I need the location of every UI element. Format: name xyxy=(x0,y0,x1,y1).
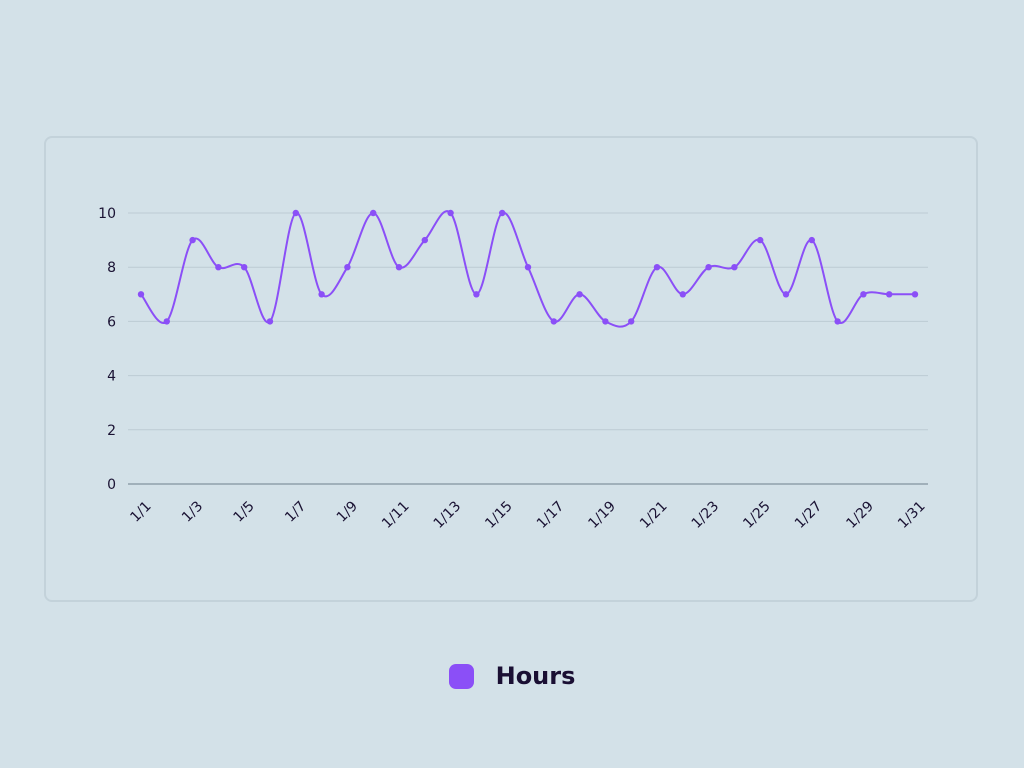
data-point[interactable] xyxy=(292,209,299,217)
x-tick-label: 1/1 xyxy=(127,498,154,525)
chart-card xyxy=(44,136,978,602)
y-tick-label: 6 xyxy=(107,314,116,330)
data-point[interactable] xyxy=(808,236,815,244)
x-tick-label: 1/31 xyxy=(895,498,929,532)
x-tick-label: 1/15 xyxy=(482,498,516,532)
data-point[interactable] xyxy=(421,236,428,244)
y-tick-label: 10 xyxy=(98,206,116,222)
legend: Hours xyxy=(0,656,1024,696)
data-point[interactable] xyxy=(499,209,506,217)
data-point[interactable] xyxy=(628,318,635,325)
x-tick-label: 1/19 xyxy=(585,498,619,532)
x-tick-label: 1/17 xyxy=(534,498,568,532)
data-point[interactable] xyxy=(782,291,790,298)
y-tick-label: 4 xyxy=(107,369,116,385)
data-point[interactable] xyxy=(911,291,919,298)
x-tick-label: 1/21 xyxy=(637,498,671,532)
data-point[interactable] xyxy=(473,291,480,298)
x-tick-label: 1/11 xyxy=(379,498,413,532)
data-point[interactable] xyxy=(215,264,222,271)
data-point[interactable] xyxy=(886,291,893,298)
data-point[interactable] xyxy=(602,318,609,325)
data-point[interactable] xyxy=(447,209,454,217)
data-point[interactable] xyxy=(834,318,841,325)
data-point[interactable] xyxy=(550,318,557,325)
data-points xyxy=(137,209,919,325)
x-tick-label: 1/9 xyxy=(334,498,361,525)
y-tick-label: 8 xyxy=(107,260,116,276)
grid-lines xyxy=(128,212,928,485)
x-tick-label: 1/3 xyxy=(179,498,206,525)
data-point[interactable] xyxy=(395,264,403,271)
x-axis-ticks: 1/1 1/3 1/5 1/7 1/9 1/11 1/13 1/15 1/17 1/19 1/21 1… xyxy=(127,498,928,532)
data-point[interactable] xyxy=(679,291,686,298)
y-tick-label: 2 xyxy=(107,423,116,439)
data-point[interactable] xyxy=(241,264,248,271)
y-tick-label: 0 xyxy=(107,477,116,493)
data-point[interactable] xyxy=(731,264,738,271)
data-point[interactable] xyxy=(318,291,325,298)
data-point[interactable] xyxy=(860,291,867,298)
data-point[interactable] xyxy=(576,291,583,298)
data-point[interactable] xyxy=(524,264,532,271)
data-point[interactable] xyxy=(137,291,145,298)
data-point[interactable] xyxy=(189,236,196,244)
data-point[interactable] xyxy=(757,236,764,244)
x-tick-label: 1/25 xyxy=(740,498,774,532)
data-point[interactable] xyxy=(163,318,170,325)
x-tick-label: 1/27 xyxy=(792,498,826,532)
x-tick-label: 1/5 xyxy=(231,498,258,525)
data-point[interactable] xyxy=(653,264,661,271)
data-point[interactable] xyxy=(705,264,712,271)
data-point[interactable] xyxy=(370,209,377,217)
legend-label-hours[interactable]: Hours xyxy=(495,662,576,690)
y-axis-ticks: 0 2 4 6 8 10 xyxy=(98,206,116,493)
x-tick-label: 1/29 xyxy=(843,498,877,532)
x-tick-label: 1/7 xyxy=(282,498,309,525)
data-point[interactable] xyxy=(344,264,351,271)
legend-swatch-hours[interactable] xyxy=(448,663,474,689)
x-tick-label: 1/23 xyxy=(689,498,723,532)
x-tick-label: 1/13 xyxy=(431,498,465,532)
data-point[interactable] xyxy=(266,318,274,325)
